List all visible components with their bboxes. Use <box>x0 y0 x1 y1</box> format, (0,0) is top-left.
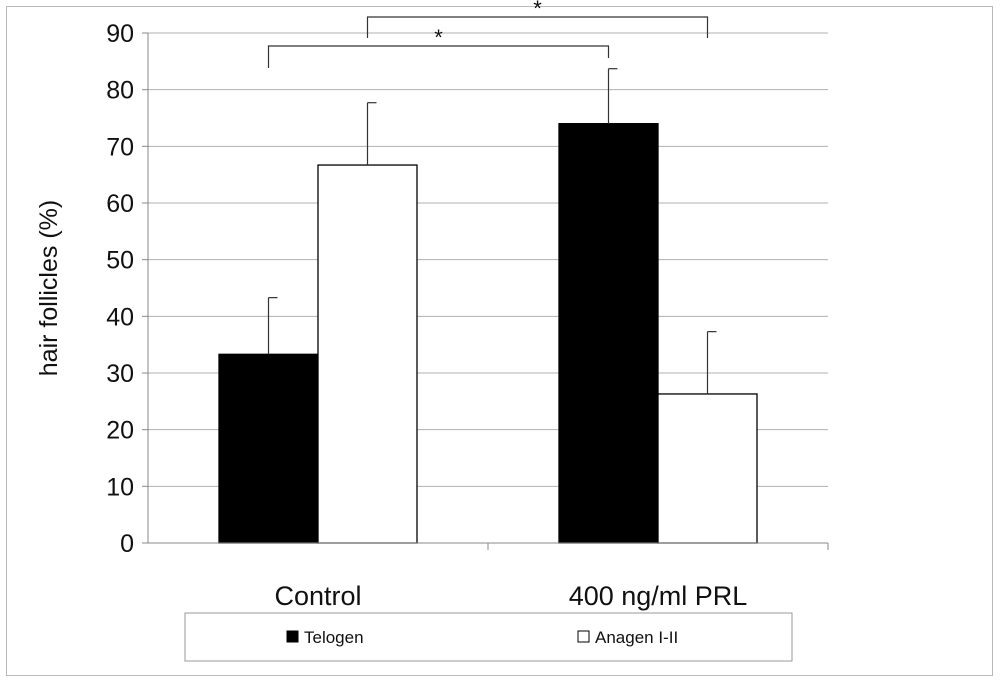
axes <box>147 33 829 550</box>
y-tick-label: 0 <box>120 530 134 558</box>
category-label: 400 ng/ml PRL <box>569 581 748 611</box>
category-labels: Control 400 ng/ml PRL <box>274 581 747 611</box>
y-axis-label: hair follicles (%) <box>35 200 63 376</box>
legend-box <box>184 612 793 662</box>
chart-frame <box>6 6 993 676</box>
legend-swatch <box>286 630 299 643</box>
y-tick-label: 20 <box>106 417 134 445</box>
y-tick-label: 50 <box>106 247 134 275</box>
legend: Telogen Anagen I-II <box>184 612 793 662</box>
y-tick-label: 40 <box>106 303 134 331</box>
category-label: Control <box>274 581 361 611</box>
legend-label: Telogen <box>304 628 364 647</box>
legend-label: Anagen I-II <box>595 628 678 647</box>
y-axis-ticks: 0 10 20 30 40 50 60 70 80 90 <box>106 20 148 558</box>
bar <box>317 164 418 544</box>
legend-swatch <box>577 630 590 643</box>
y-tick-label: 30 <box>106 360 134 388</box>
significance-star: * <box>434 25 443 50</box>
significance-bracket <box>366 16 709 38</box>
significance-star: * <box>533 0 542 21</box>
bar <box>218 353 319 544</box>
bar <box>558 123 659 544</box>
bar <box>657 393 758 544</box>
error-bars <box>267 68 717 394</box>
y-tick-label: 90 <box>106 20 134 48</box>
bars <box>218 123 758 544</box>
significance-bracket <box>267 45 610 68</box>
y-tick-label: 60 <box>106 190 134 218</box>
y-tick-label: 80 <box>106 77 134 105</box>
y-tick-label: 70 <box>106 133 134 161</box>
significance-brackets: ** <box>267 0 709 68</box>
y-tick-label: 10 <box>106 473 134 501</box>
